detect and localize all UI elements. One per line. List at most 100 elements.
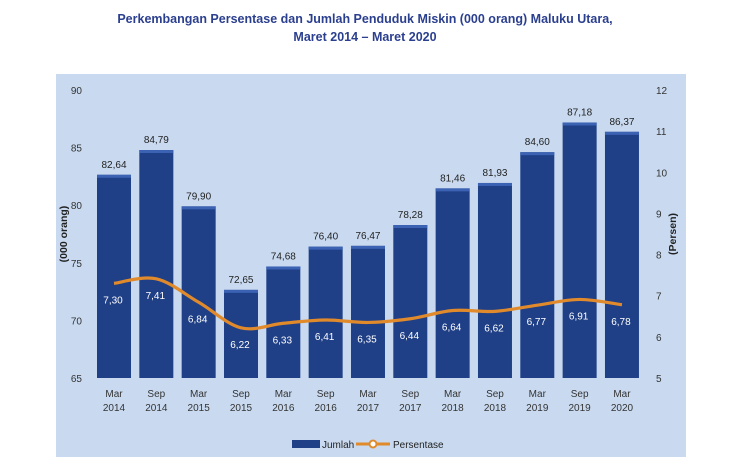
chart-title-line-2: Maret 2014 – Maret 2020 bbox=[293, 30, 437, 44]
y-right-tick-label: 6 bbox=[656, 333, 662, 344]
legend-label-persentase: Persentase bbox=[393, 440, 444, 451]
x-tick-label: 2017 bbox=[399, 403, 422, 414]
x-tick-label: Sep bbox=[486, 389, 504, 400]
line-value-label: 6,41 bbox=[315, 332, 335, 343]
bar-value-label: 72,65 bbox=[228, 275, 253, 286]
bar-jumlah bbox=[604, 131, 639, 378]
chart-title-line-1: Perkembangan Persentase dan Jumlah Pendu… bbox=[117, 12, 613, 26]
line-persentase bbox=[113, 276, 623, 331]
x-tick-label: Mar bbox=[105, 389, 123, 400]
bar-top-highlight bbox=[97, 174, 131, 178]
y-left-tick-label: 85 bbox=[71, 144, 83, 155]
bar-top-highlight bbox=[435, 188, 470, 192]
y-right-axis-title: (Persen) bbox=[667, 213, 679, 255]
y-right-tick-label: 8 bbox=[656, 251, 662, 262]
line-value-label: 6,35 bbox=[357, 334, 377, 345]
x-tick-label: Mar bbox=[190, 389, 208, 400]
line-value-label: 6,44 bbox=[400, 331, 420, 342]
x-tick-label: 2016 bbox=[315, 403, 338, 414]
x-tick-label: Sep bbox=[147, 389, 165, 400]
x-tick-label: 2017 bbox=[357, 403, 380, 414]
bar-jumlah bbox=[477, 182, 512, 378]
x-tick-label: Mar bbox=[359, 389, 377, 400]
bar-top-highlight bbox=[393, 225, 428, 229]
y-right-tick-label: 11 bbox=[656, 127, 667, 138]
bar-jumlah bbox=[97, 174, 131, 378]
x-tick-label: Mar bbox=[275, 389, 293, 400]
x-tick-label: Sep bbox=[317, 389, 335, 400]
bar-value-label: 79,90 bbox=[186, 191, 211, 202]
bar-top-highlight bbox=[223, 289, 258, 293]
x-tick-label: 2018 bbox=[442, 403, 465, 414]
bar-value-label: 76,40 bbox=[313, 232, 338, 243]
bar-jumlah bbox=[181, 206, 216, 378]
bar-value-label: 74,68 bbox=[271, 251, 296, 262]
y-left-tick-label: 65 bbox=[71, 374, 83, 385]
bar-jumlah bbox=[520, 152, 555, 378]
bar-jumlah bbox=[223, 289, 258, 378]
x-tick-label: Mar bbox=[529, 389, 547, 400]
line-value-label: 6,62 bbox=[484, 323, 504, 334]
line-value-label: 6,22 bbox=[230, 340, 250, 351]
bar-top-highlight bbox=[139, 150, 174, 154]
x-tick-label: 2015 bbox=[230, 403, 253, 414]
x-tick-label: Sep bbox=[571, 389, 589, 400]
x-tick-label: 2014 bbox=[103, 403, 126, 414]
bar-value-label: 84,60 bbox=[525, 137, 550, 148]
x-tick-label: Mar bbox=[444, 389, 462, 400]
line-value-label: 6,78 bbox=[611, 317, 631, 328]
x-tick-label: 2016 bbox=[272, 403, 295, 414]
x-tick-label: 2019 bbox=[569, 403, 592, 414]
bar-value-label: 84,79 bbox=[144, 135, 169, 146]
bar-jumlah bbox=[393, 225, 428, 378]
bar-value-label: 78,28 bbox=[398, 210, 423, 221]
bar-value-label: 81,46 bbox=[440, 173, 465, 184]
x-tick-label: 2020 bbox=[611, 403, 634, 414]
bar-top-highlight bbox=[266, 266, 301, 270]
bar-value-label: 81,93 bbox=[482, 168, 507, 179]
y-right-tick-label: 7 bbox=[656, 292, 662, 303]
y-left-tick-label: 90 bbox=[71, 86, 83, 97]
legend-swatch-jumlah bbox=[292, 440, 320, 448]
bar-top-highlight bbox=[477, 182, 512, 186]
bar-value-label: 87,18 bbox=[567, 107, 592, 118]
bar-jumlah bbox=[435, 188, 470, 378]
x-tick-label: 2014 bbox=[145, 403, 168, 414]
bar-top-highlight bbox=[562, 122, 597, 126]
line-value-label: 6,91 bbox=[569, 311, 589, 322]
line-value-label: 6,77 bbox=[527, 317, 547, 328]
bar-value-label: 82,64 bbox=[101, 160, 126, 171]
y-right-tick-label: 9 bbox=[656, 209, 662, 220]
x-tick-label: 2019 bbox=[526, 403, 549, 414]
line-value-label: 7,41 bbox=[146, 291, 166, 302]
y-right-tick-label: 10 bbox=[656, 168, 668, 179]
bar-jumlah bbox=[350, 245, 385, 378]
legend-marker-persentase bbox=[368, 439, 378, 449]
bar-jumlah bbox=[139, 150, 174, 378]
x-tick-label: Sep bbox=[401, 389, 419, 400]
y-left-tick-label: 75 bbox=[71, 259, 83, 270]
bar-value-label: 76,47 bbox=[355, 231, 380, 242]
bar-top-highlight bbox=[181, 206, 216, 210]
x-tick-label: 2015 bbox=[188, 403, 211, 414]
line-value-label: 6,84 bbox=[188, 314, 208, 325]
bar-value-label: 86,37 bbox=[609, 117, 634, 128]
bar-jumlah bbox=[308, 246, 343, 378]
y-left-axis-title: (000 orang) bbox=[58, 206, 70, 263]
y-left-tick-label: 70 bbox=[71, 316, 83, 327]
bar-jumlah bbox=[562, 122, 597, 379]
line-value-label: 6,33 bbox=[273, 335, 293, 346]
bar-top-highlight bbox=[350, 245, 385, 249]
x-tick-label: Sep bbox=[232, 389, 250, 400]
bar-top-highlight bbox=[308, 246, 343, 250]
x-tick-label: 2018 bbox=[484, 403, 507, 414]
line-value-label: 6,64 bbox=[442, 323, 462, 334]
legend-label-jumlah: Jumlah bbox=[322, 440, 354, 451]
y-left-tick-label: 80 bbox=[71, 201, 83, 212]
y-right-tick-label: 12 bbox=[656, 86, 668, 97]
bar-top-highlight bbox=[604, 131, 639, 135]
x-tick-label: Mar bbox=[613, 389, 631, 400]
y-right-tick-label: 5 bbox=[656, 374, 662, 385]
bar-top-highlight bbox=[520, 152, 555, 156]
